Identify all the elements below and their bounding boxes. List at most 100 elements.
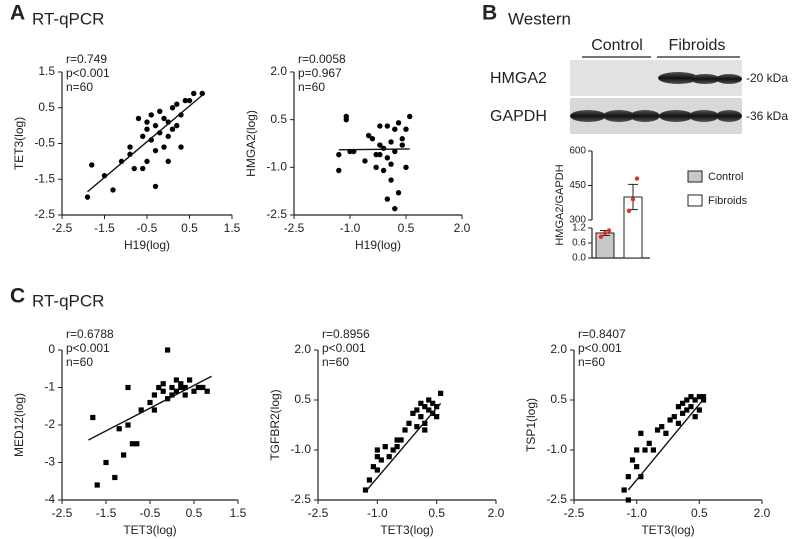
point [343,116,349,123]
point [377,142,383,148]
fit-line [364,402,442,493]
point [374,447,380,453]
point [374,454,380,460]
y-tick-label: 300 [569,215,586,226]
blot-row: GAPDH [490,108,547,125]
point [384,196,391,202]
blot-size: -20 kDa [746,71,788,85]
point [173,388,179,394]
point [161,144,167,150]
y-tick-label: 0.0 [572,253,586,264]
point [625,474,631,480]
point [625,497,631,503]
y-tick-label: 0.5 [38,100,55,114]
point [696,407,702,413]
legend-swatch [687,194,703,207]
point [169,392,175,398]
y-tick-label: 0.5 [294,392,311,406]
y-axis-label: HMGA2/GAPDH [554,164,566,245]
point [84,194,91,200]
point [418,414,424,420]
point [90,414,96,421]
annotation: r=0.749 [66,52,107,66]
point [147,399,153,406]
point [388,139,394,145]
point [642,447,648,453]
point [696,394,702,400]
point [144,126,150,132]
point [156,384,162,391]
point [169,126,176,132]
point [684,397,690,403]
section-title: RT-qPCR [32,9,104,28]
fit-line [627,396,707,491]
point [438,390,444,396]
point [680,410,686,416]
x-tick-label: 0.5 [186,506,203,520]
fit-line [87,94,203,193]
point [675,420,682,426]
annotation: n=60 [578,355,605,369]
point [388,177,394,183]
y-tick-label: 2.0 [550,342,567,356]
point [394,437,400,443]
x-tick-label: -1.0 [367,506,388,520]
point [160,381,166,387]
annotation: n=60 [322,355,349,369]
point [434,404,440,410]
point [692,414,698,420]
point [169,105,176,111]
y-tick-label: -1.5 [34,171,55,185]
annotation: r=0.8407 [578,327,626,341]
y-tick-label: -4 [44,492,55,506]
y-tick-label: 0 [48,342,55,356]
axis [573,350,762,501]
point [144,119,150,125]
point [195,384,201,391]
blot-band [716,110,742,122]
y-tick-label: 1.5 [38,64,55,78]
point [377,151,383,158]
y-axis-label: HMGA2(log) [244,110,258,177]
point [650,447,656,453]
blot-band [658,72,698,84]
point [370,464,376,470]
point [598,234,604,239]
point [402,427,408,433]
blot-size: -36 kDa [746,109,788,123]
x-tick-label: 2.0 [454,221,471,235]
blot-band [689,110,719,122]
point [688,404,694,410]
point [654,427,661,433]
x-tick-label: -1.5 [94,221,115,235]
x-tick-label: -1.0 [626,506,647,520]
point [399,142,405,148]
point [377,123,383,129]
point [638,430,644,436]
point [152,122,159,129]
y-tick-label: -3 [44,455,55,469]
point [110,187,116,193]
blot-group: Fibroids [669,37,726,54]
point [369,136,376,142]
y-tick-label: -2 [44,417,55,431]
y-axis-label: MED12(log) [12,393,26,457]
fit-line [88,375,212,441]
bar [595,232,615,259]
point [362,487,369,493]
point [94,482,100,488]
point [204,388,210,394]
point [700,394,707,400]
x-tick-label: 0.5 [428,506,445,520]
point [680,400,686,406]
annotation: p<0.001 [66,66,110,80]
point [395,120,402,126]
point [336,167,342,174]
point [178,381,184,387]
point [378,457,384,463]
point [362,158,368,164]
point [392,205,398,212]
y-tick-label: 450 [569,180,586,191]
point [395,190,402,196]
blot-band [716,74,742,84]
